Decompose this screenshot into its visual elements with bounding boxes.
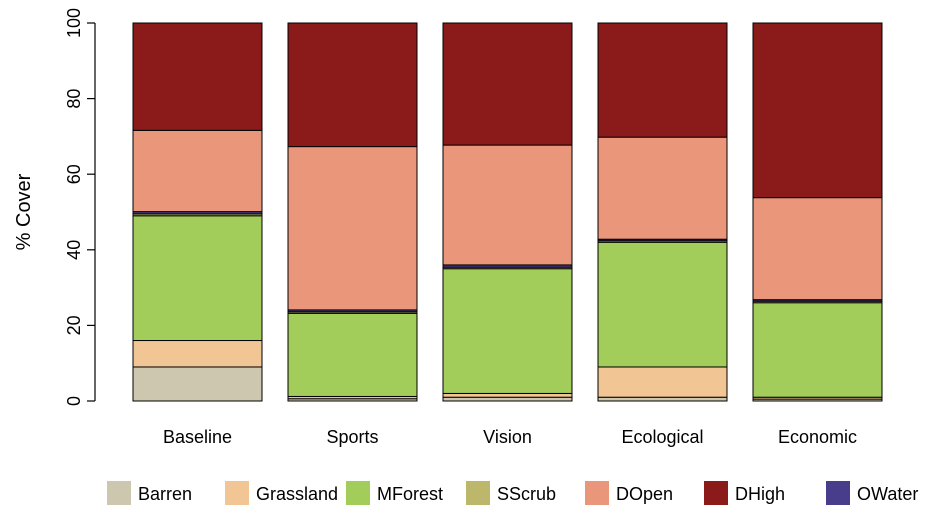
bar-vision [442, 22, 573, 402]
x-tick-label: Vision [483, 427, 532, 447]
legend-label: DOpen [616, 484, 673, 504]
legend-swatch [585, 481, 609, 505]
y-tick-label: 40 [64, 240, 84, 260]
bar-segment-dopen [287, 146, 418, 311]
legend-swatch [225, 481, 249, 505]
x-tick-label: Ecological [621, 427, 703, 447]
y-tick-label: 60 [64, 164, 84, 184]
legend-label: Barren [138, 484, 192, 504]
y-tick-label: 80 [64, 89, 84, 109]
legend-item-barren: Barren [107, 481, 192, 505]
x-tick-label: Economic [778, 427, 857, 447]
legend-swatch [346, 481, 370, 505]
legend-item-owater: OWater [826, 481, 918, 505]
bar-segment-dopen [132, 129, 263, 213]
legend-item-mforest: MForest [346, 481, 443, 505]
bar-segment-mforest [597, 241, 728, 368]
bar-economic [752, 22, 883, 402]
x-tick-label: Baseline [163, 427, 232, 447]
legend-item-dopen: DOpen [585, 481, 673, 505]
x-tick-label: Sports [326, 427, 378, 447]
bar-segment-grassland [442, 392, 573, 398]
bar-segment-dhigh [442, 22, 573, 146]
bar-segment-dhigh [132, 22, 263, 131]
y-axis-label: % Cover [13, 173, 35, 250]
bar-segment-dhigh [287, 22, 418, 148]
legend-item-grassland: Grassland [225, 481, 338, 505]
bar-segment-dopen [442, 144, 573, 266]
bar-segment-mforest [287, 312, 418, 397]
bar-segment-dopen [597, 136, 728, 240]
bar-segment-barren [442, 396, 573, 402]
y-tick-label: 100 [64, 8, 84, 38]
y-tick-label: 20 [64, 315, 84, 335]
bar-segment-barren [132, 366, 263, 402]
bar-segment-barren [597, 396, 728, 402]
bar-segment-grassland [597, 366, 728, 398]
legend-swatch [704, 481, 728, 505]
y-tick-label: 0 [64, 396, 84, 406]
legend-label: OWater [857, 484, 918, 504]
bar-segment-dhigh [752, 22, 883, 199]
x-axis-labels: Baseline Sports Vision Ecological Economic [163, 427, 857, 447]
bar-segment-grassland [132, 340, 263, 368]
bar-ecological [597, 22, 728, 402]
legend-item-sscrub: SScrub [466, 481, 556, 505]
legend-label: SScrub [497, 484, 556, 504]
bar-sports [287, 22, 418, 402]
legend-swatch [466, 481, 490, 505]
bar-segment-dhigh [597, 22, 728, 138]
bar-baseline [132, 22, 263, 402]
legend: Barren Grassland MForest SScrub DOpen DHigh OW… [107, 481, 918, 505]
bar-segment-mforest [752, 302, 883, 398]
y-axis: 0 20 40 60 80 100 [64, 8, 96, 406]
legend-swatch [107, 481, 131, 505]
legend-swatch [826, 481, 850, 505]
bar-segment-dopen [752, 197, 883, 301]
legend-label: DHigh [735, 484, 785, 504]
bar-segment-mforest [442, 268, 573, 394]
legend-item-dhigh: DHigh [704, 481, 785, 505]
legend-label: Grassland [256, 484, 338, 504]
bar-segment-mforest [132, 215, 263, 342]
bars [132, 22, 883, 402]
legend-label: MForest [377, 484, 443, 504]
